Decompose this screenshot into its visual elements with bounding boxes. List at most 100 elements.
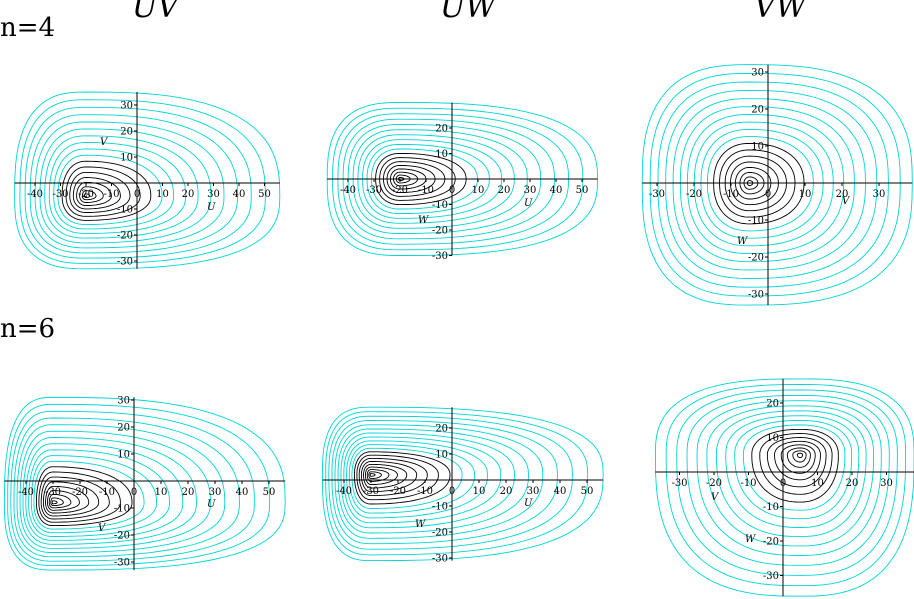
- contour-level: [696, 400, 882, 556]
- x-tick-label: 30: [207, 189, 220, 200]
- x-tick-label: 20: [498, 185, 511, 196]
- contour-level: [751, 428, 839, 503]
- x-tick-label: 10: [155, 487, 168, 498]
- x-tick-label: -40: [18, 487, 34, 498]
- contour-level: [40, 476, 110, 520]
- y-tick-label: 10: [751, 142, 764, 153]
- x-tick-label: -30: [649, 189, 665, 200]
- y-tick-label: 10: [120, 153, 133, 164]
- contour-level: [363, 463, 408, 489]
- contour-level: [51, 500, 58, 505]
- contour-level: [72, 177, 121, 210]
- contour-level: [742, 424, 846, 511]
- contour-level: [325, 411, 589, 556]
- y-axis-label: W: [745, 534, 756, 545]
- y-tick-label: 10: [117, 450, 130, 461]
- x-tick-label: 20: [182, 487, 195, 498]
- contour-level: [34, 121, 225, 249]
- x-tick-label: -30: [45, 487, 61, 498]
- x-tick-label: -40: [340, 185, 356, 196]
- contour-level: [61, 160, 152, 221]
- contour-level: [7, 403, 271, 567]
- contour-level: [65, 166, 141, 217]
- x-tick-label: 10: [473, 486, 486, 497]
- x-tick-label: -30: [671, 478, 687, 489]
- x-tick-label: 50: [263, 487, 276, 498]
- contour-level: [50, 497, 64, 507]
- contour-level: [334, 424, 544, 539]
- y-axis-label: W: [737, 236, 748, 247]
- x-tick-label: -30: [366, 185, 382, 196]
- y-tick-label: -30: [748, 290, 764, 301]
- x-tick-label: -40: [27, 189, 43, 200]
- contour-level: [366, 469, 390, 482]
- y-tick-label: -10: [763, 502, 779, 513]
- y-tick-label: 20: [435, 124, 448, 135]
- contour-level: [792, 450, 807, 463]
- x-tick-label: 0: [134, 189, 140, 200]
- contour-level: [734, 419, 853, 520]
- contour-level: [346, 440, 488, 519]
- x-tick-label: 0: [131, 487, 137, 498]
- contour-level: [16, 424, 226, 553]
- x-tick-label: 30: [527, 486, 540, 497]
- y-axis-label: W: [418, 215, 429, 226]
- x-tick-label: 0: [449, 486, 455, 497]
- x-tick-label: 10: [811, 478, 824, 489]
- contour-level: [676, 389, 898, 576]
- y-tick-label: -20: [763, 537, 779, 548]
- y-tick-label: 20: [766, 399, 779, 410]
- y-tick-label: 10: [435, 450, 448, 461]
- contour-level: [10, 410, 255, 562]
- column-title-uw: UW: [440, 0, 497, 25]
- x-tick-label: 20: [836, 189, 849, 200]
- y-tick-label: -10: [748, 216, 764, 227]
- y-tick-label: -20: [432, 226, 448, 237]
- x-tick-label: -30: [363, 486, 379, 497]
- x-axis-label: V: [711, 492, 720, 503]
- x-tick-label: -10: [417, 486, 433, 497]
- x-tick-label: 0: [449, 185, 455, 196]
- contour-level: [654, 378, 914, 597]
- contour-level: [29, 114, 238, 254]
- x-tick-label: -20: [78, 189, 94, 200]
- x-tick-label: 0: [765, 189, 771, 200]
- contour-level: [25, 443, 184, 541]
- x-axis-label: U: [524, 198, 533, 209]
- contour-level: [780, 444, 816, 474]
- contour-level: [30, 455, 158, 534]
- x-tick-label: -20: [686, 189, 702, 200]
- x-tick-label: -10: [418, 185, 434, 196]
- contour-level: [360, 461, 418, 493]
- y-tick-label: -20: [117, 231, 133, 242]
- x-tick-label: 30: [524, 185, 537, 196]
- contour-level: [39, 128, 212, 244]
- x-axis-label: U: [207, 499, 216, 510]
- x-tick-label: -10: [99, 487, 115, 498]
- column-title-vw: VW: [754, 0, 807, 25]
- x-tick-label: 20: [500, 486, 513, 497]
- contour-level: [3, 396, 286, 571]
- contour-level: [48, 494, 72, 509]
- contour-lines: [321, 406, 604, 562]
- contour-level: [365, 466, 398, 486]
- contour-level: [38, 471, 121, 523]
- y-tick-label: 20: [435, 424, 448, 435]
- contour-lines: [14, 91, 281, 270]
- row-label-n6: n=6: [0, 314, 56, 344]
- x-tick-label: -20: [706, 478, 722, 489]
- y-tick-label: 20: [751, 105, 764, 116]
- contour-level: [19, 99, 266, 264]
- y-tick-label: 30: [751, 68, 764, 79]
- x-tick-label: -40: [336, 486, 352, 497]
- x-tick-label: 0: [780, 478, 786, 489]
- x-tick-label: 20: [182, 189, 195, 200]
- contour-level: [84, 193, 91, 198]
- x-tick-label: 10: [156, 189, 169, 200]
- y-tick-label: 30: [117, 396, 130, 407]
- y-tick-label: -10: [114, 504, 130, 515]
- y-tick-label: -20: [432, 528, 448, 539]
- contour-level: [348, 444, 476, 514]
